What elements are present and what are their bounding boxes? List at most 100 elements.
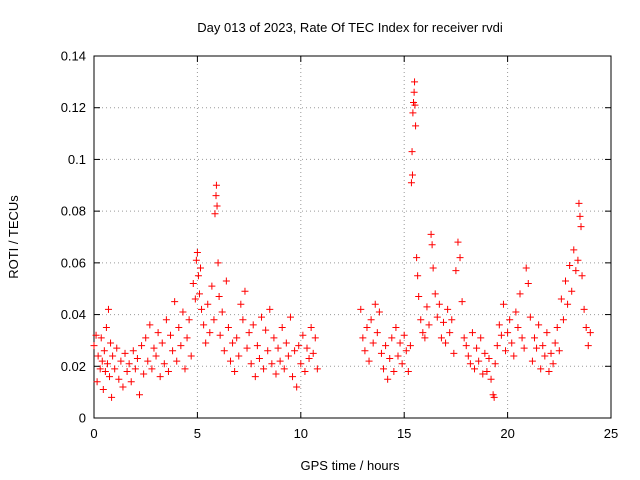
data-point xyxy=(92,331,100,339)
data-point xyxy=(398,360,406,368)
data-point xyxy=(450,349,458,357)
data-point xyxy=(305,355,313,363)
data-point xyxy=(510,352,518,360)
data-point xyxy=(131,365,139,373)
data-point xyxy=(460,334,468,342)
data-point xyxy=(539,342,547,350)
data-point xyxy=(373,329,381,337)
data-point xyxy=(239,316,247,324)
data-point xyxy=(446,329,454,337)
data-point xyxy=(481,349,489,357)
y-tick-label: 0.04 xyxy=(61,307,86,322)
data-point xyxy=(177,342,185,350)
data-point xyxy=(586,329,594,337)
data-point xyxy=(427,230,435,238)
data-point xyxy=(270,334,278,342)
data-point xyxy=(187,352,195,360)
data-point xyxy=(386,355,394,363)
data-point xyxy=(301,367,309,375)
data-point xyxy=(408,148,416,156)
data-point xyxy=(185,316,193,324)
data-point xyxy=(208,282,216,290)
data-point xyxy=(388,334,396,342)
data-point xyxy=(293,383,301,391)
data-point xyxy=(194,272,202,280)
data-point xyxy=(406,342,414,350)
data-point xyxy=(483,367,491,375)
axis-ticks: 0 5 10 15 20 25 0 0.02 0.04 0.06 0.08 0.1 0.12 0.14 xyxy=(61,49,619,442)
data-point xyxy=(101,367,109,375)
data-point xyxy=(183,334,191,342)
data-point xyxy=(204,300,212,308)
data-point xyxy=(303,344,311,352)
data-point xyxy=(512,308,520,316)
data-point xyxy=(522,264,530,272)
data-point xyxy=(231,367,239,375)
data-point xyxy=(580,305,588,313)
data-point xyxy=(361,347,369,355)
data-point xyxy=(477,334,485,342)
data-point xyxy=(411,101,419,109)
data-point xyxy=(535,321,543,329)
data-point xyxy=(144,357,152,365)
data-point xyxy=(479,370,487,378)
data-point xyxy=(289,373,297,381)
data-point xyxy=(260,365,268,373)
data-point xyxy=(262,326,270,334)
data-point xyxy=(419,329,427,337)
data-point xyxy=(559,316,567,324)
data-point xyxy=(295,342,303,350)
data-point xyxy=(272,370,280,378)
data-points xyxy=(90,78,594,401)
data-point xyxy=(490,393,498,401)
data-point xyxy=(495,321,503,329)
data-point xyxy=(171,298,179,306)
data-point xyxy=(211,210,219,218)
data-point xyxy=(140,370,148,378)
data-point xyxy=(458,298,466,306)
data-point xyxy=(106,373,114,381)
data-point xyxy=(189,280,197,288)
data-point xyxy=(549,360,557,368)
data-point xyxy=(514,324,522,331)
data-point xyxy=(547,349,555,357)
data-point xyxy=(471,365,479,373)
data-point xyxy=(375,308,383,316)
data-point xyxy=(578,272,586,280)
data-point xyxy=(551,339,559,347)
data-point xyxy=(528,357,536,365)
data-point xyxy=(452,267,460,275)
data-point xyxy=(582,324,590,331)
data-point xyxy=(235,352,243,360)
data-point xyxy=(299,331,307,339)
data-point xyxy=(520,344,528,352)
data-point xyxy=(359,334,367,342)
data-point xyxy=(543,329,551,337)
y-tick-label: 0.14 xyxy=(61,49,86,64)
data-point xyxy=(167,331,175,339)
x-tick-label: 25 xyxy=(604,426,618,441)
data-point xyxy=(193,249,201,257)
data-point xyxy=(195,290,203,298)
data-point xyxy=(247,360,255,368)
data-point xyxy=(311,334,319,342)
data-point xyxy=(237,300,245,308)
data-point xyxy=(212,181,220,189)
data-point xyxy=(158,339,166,347)
data-point xyxy=(123,367,131,375)
data-point xyxy=(313,365,321,373)
data-point xyxy=(218,308,226,316)
data-point xyxy=(99,386,107,394)
data-point xyxy=(541,352,549,360)
data-point xyxy=(210,316,218,324)
data-point xyxy=(241,287,249,295)
data-point xyxy=(431,290,439,298)
data-point xyxy=(497,331,505,339)
data-point xyxy=(390,367,398,375)
data-point xyxy=(146,321,154,329)
data-point xyxy=(566,261,574,269)
data-point xyxy=(518,334,526,342)
data-point xyxy=(220,347,228,355)
data-point xyxy=(491,360,499,368)
